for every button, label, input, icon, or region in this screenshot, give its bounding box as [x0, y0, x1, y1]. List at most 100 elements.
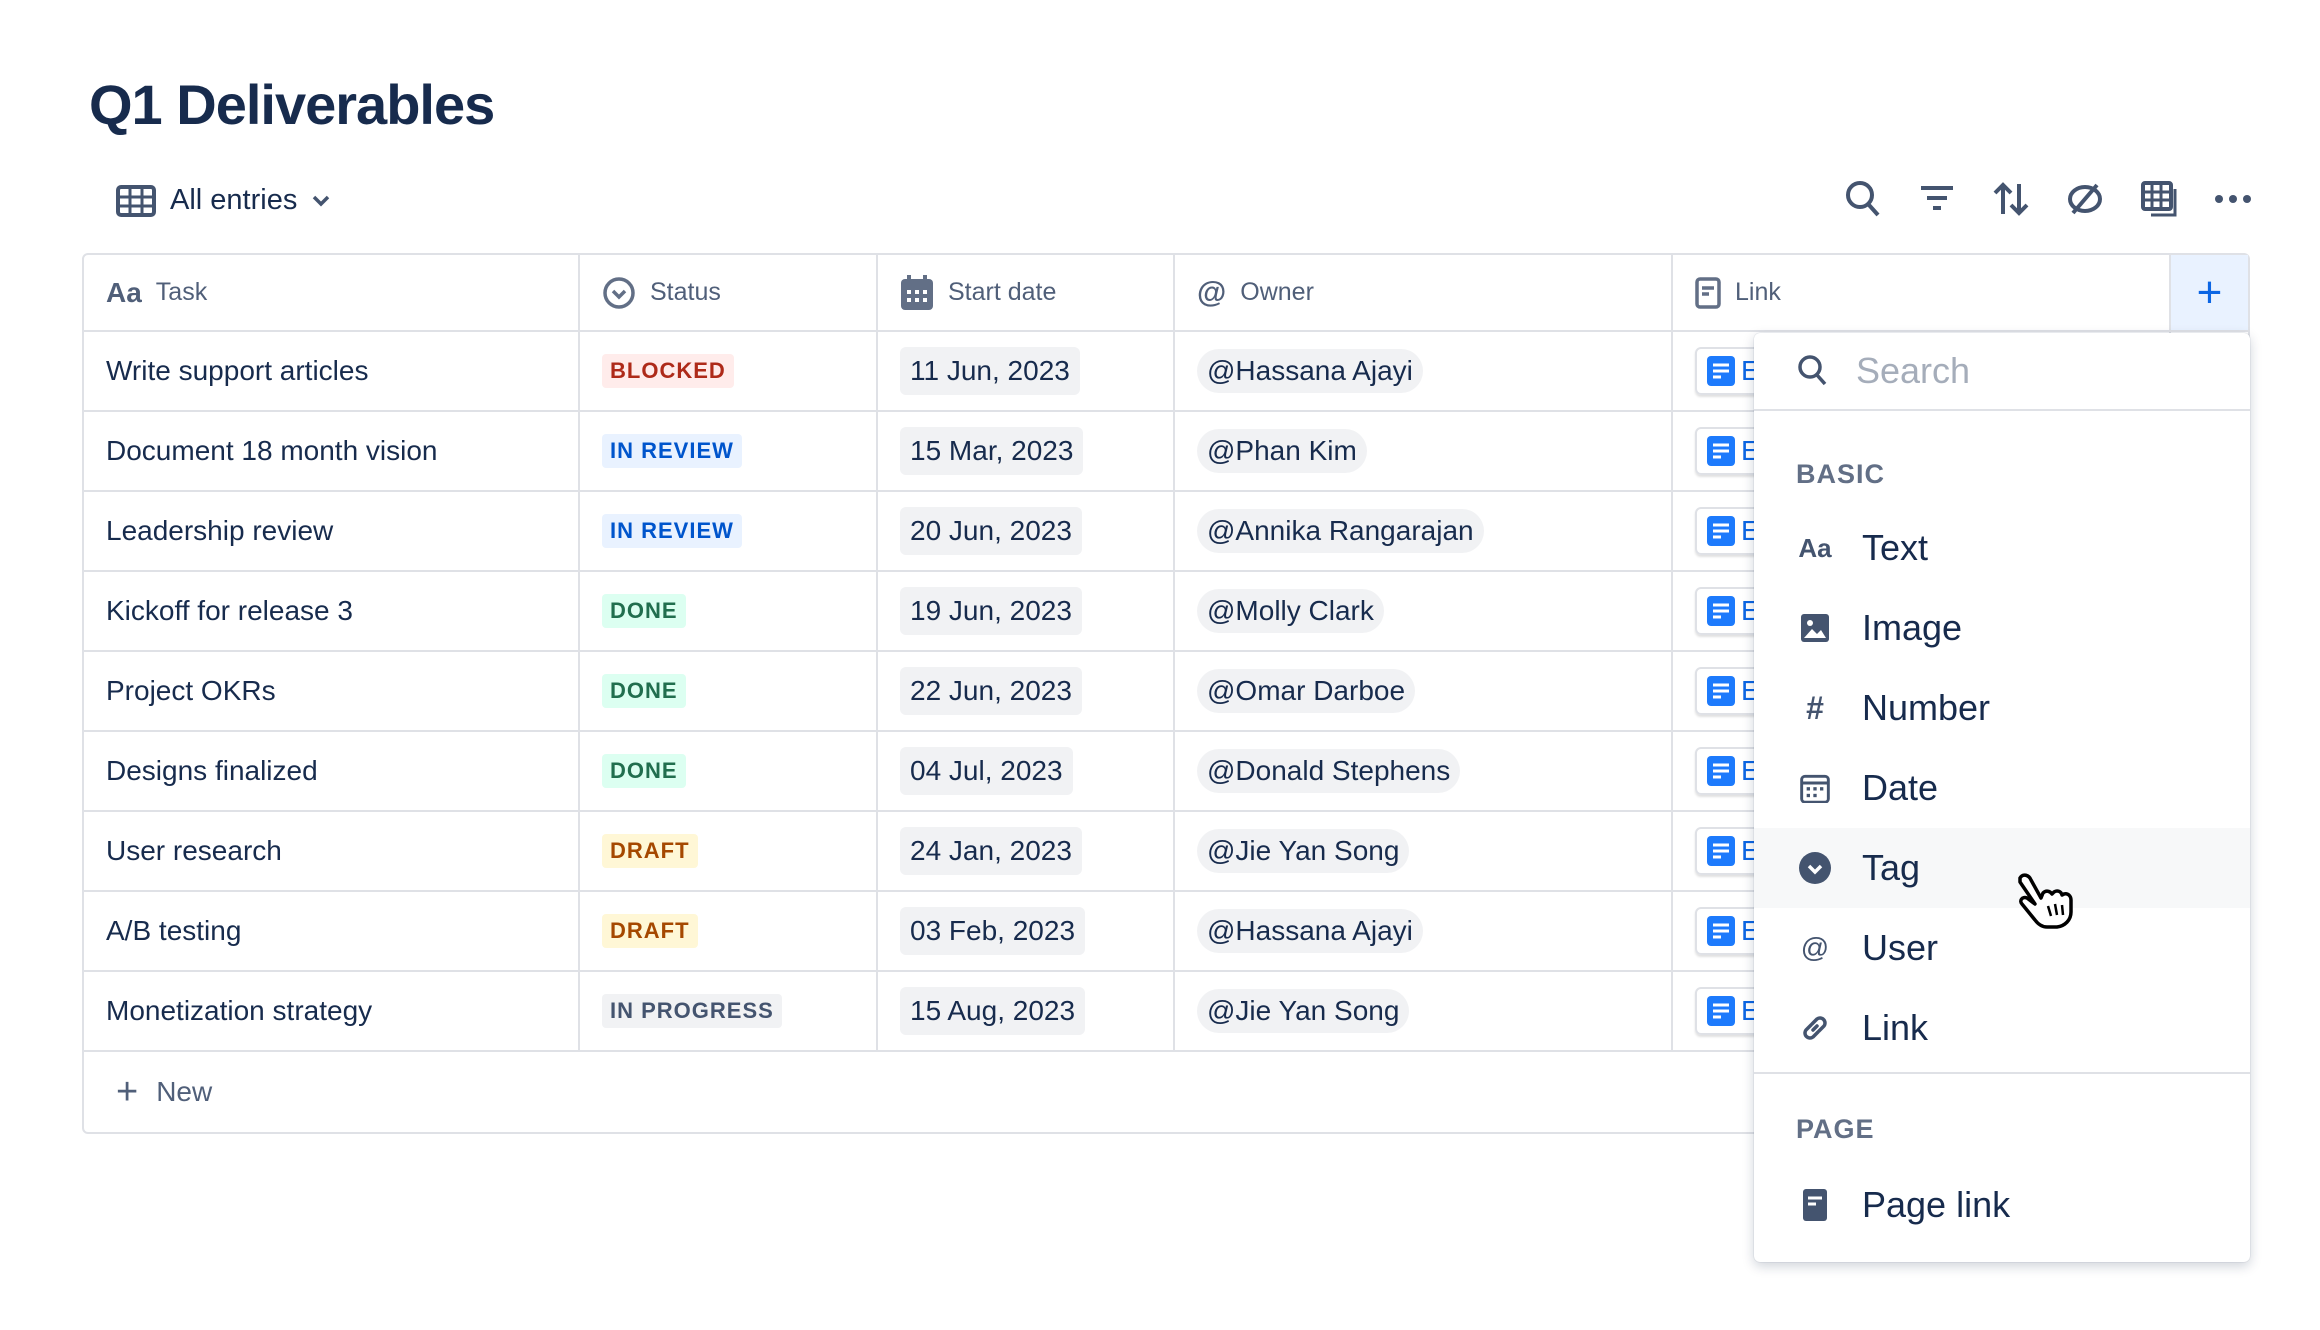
owner-mention[interactable]: @Hassana Ajayi — [1197, 909, 1423, 953]
status-cell[interactable]: DONE — [580, 732, 878, 810]
menu-search-input[interactable] — [1856, 350, 2216, 392]
task-cell[interactable]: Designs finalized — [84, 732, 580, 810]
date-cell[interactable]: 15 Mar, 2023 — [878, 412, 1175, 490]
status-badge: IN PROGRESS — [602, 994, 782, 1028]
date-cell[interactable]: 19 Jun, 2023 — [878, 572, 1175, 650]
task-name: Designs finalized — [106, 755, 318, 786]
page-icon — [1707, 596, 1735, 626]
view-label: All entries — [170, 184, 298, 216]
task-cell[interactable]: A/B testing — [84, 892, 580, 970]
task-cell[interactable]: Write support articles — [84, 332, 580, 410]
status-cell[interactable]: IN PROGRESS — [580, 972, 878, 1050]
status-cell[interactable]: DRAFT — [580, 892, 878, 970]
hide-fields-button[interactable] — [2066, 180, 2104, 218]
owner-cell[interactable]: @Annika Rangarajan — [1175, 492, 1673, 570]
start-date: 20 Jun, 2023 — [900, 507, 1082, 555]
column-header-status[interactable]: Status — [580, 255, 878, 330]
column-header-link[interactable]: Link — [1673, 255, 2171, 330]
status-cell[interactable]: DONE — [580, 572, 878, 650]
date-cell[interactable]: 15 Aug, 2023 — [878, 972, 1175, 1050]
task-cell[interactable]: Project OKRs — [84, 652, 580, 730]
table-row[interactable]: Leadership review IN REVIEW 20 Jun, 2023… — [84, 492, 2248, 572]
task-name: Write support articles — [106, 355, 369, 386]
owner-mention[interactable]: @Omar Darboe — [1197, 669, 1416, 713]
owner-cell[interactable]: @Phan Kim — [1175, 412, 1673, 490]
owner-mention[interactable]: @Donald Stephens — [1197, 749, 1461, 793]
new-row-button[interactable]: + New — [84, 1052, 2248, 1132]
menu-item-user[interactable]: @ User — [1754, 908, 2250, 988]
date-cell[interactable]: 04 Jul, 2023 — [878, 732, 1175, 810]
date-cell[interactable]: 03 Feb, 2023 — [878, 892, 1175, 970]
start-date: 15 Aug, 2023 — [900, 987, 1086, 1035]
menu-item-link[interactable]: Link — [1754, 988, 2250, 1068]
owner-cell[interactable]: @Molly Clark — [1175, 572, 1673, 650]
task-cell[interactable]: Document 18 month vision — [84, 412, 580, 490]
owner-cell[interactable]: @Hassana Ajayi — [1175, 332, 1673, 410]
view-selector[interactable]: All entries — [116, 184, 331, 217]
date-cell[interactable]: 20 Jun, 2023 — [878, 492, 1175, 570]
image-type-icon — [1798, 614, 1832, 642]
date-cell[interactable]: 22 Jun, 2023 — [878, 652, 1175, 730]
owner-cell[interactable]: @Jie Yan Song — [1175, 972, 1673, 1050]
status-badge: DONE — [602, 754, 686, 788]
start-date: 19 Jun, 2023 — [900, 587, 1082, 635]
menu-item-page-link[interactable]: Page link — [1754, 1165, 2250, 1245]
date-type-icon — [1798, 773, 1832, 803]
menu-item-tag[interactable]: Tag — [1754, 828, 2250, 908]
date-cell[interactable]: 24 Jan, 2023 — [878, 812, 1175, 890]
task-cell[interactable]: User research — [84, 812, 580, 890]
date-cell[interactable]: 11 Jun, 2023 — [878, 332, 1175, 410]
page-title: Q1 Deliverables — [89, 73, 495, 136]
status-cell[interactable]: DONE — [580, 652, 878, 730]
owner-cell[interactable]: @Omar Darboe — [1175, 652, 1673, 730]
owner-mention[interactable]: @Annika Rangarajan — [1197, 509, 1484, 553]
column-header-owner[interactable]: @ Owner — [1175, 255, 1673, 330]
new-label: New — [156, 1076, 213, 1107]
layout-button[interactable] — [2140, 180, 2178, 218]
owner-cell[interactable]: @Hassana Ajayi — [1175, 892, 1673, 970]
owner-mention[interactable]: @Molly Clark — [1197, 589, 1384, 633]
table-row[interactable]: Designs finalized DONE 04 Jul, 2023 @Don… — [84, 732, 2248, 812]
page-link-chip[interactable]: E — [1695, 747, 1772, 795]
search-button[interactable] — [1844, 180, 1882, 218]
table-row[interactable]: Kickoff for release 3 DONE 19 Jun, 2023 … — [84, 572, 2248, 652]
status-badge: BLOCKED — [602, 354, 734, 388]
menu-item-text[interactable]: Aa Text — [1754, 508, 2250, 588]
owner-cell[interactable]: @Jie Yan Song — [1175, 812, 1673, 890]
owner-cell[interactable]: @Donald Stephens — [1175, 732, 1673, 810]
table-row[interactable]: User research DRAFT 24 Jan, 2023 @Jie Ya… — [84, 812, 2248, 892]
more-button[interactable] — [2214, 180, 2252, 218]
column-header-task[interactable]: Aa Task — [84, 255, 580, 330]
table-row[interactable]: Document 18 month vision IN REVIEW 15 Ma… — [84, 412, 2248, 492]
owner-mention[interactable]: @Hassana Ajayi — [1197, 349, 1423, 393]
menu-item-label: Number — [1862, 687, 1991, 728]
start-date: 22 Jun, 2023 — [900, 667, 1082, 715]
status-cell[interactable]: IN REVIEW — [580, 412, 878, 490]
add-column-button[interactable]: + — [2171, 255, 2248, 330]
sort-button[interactable] — [1992, 180, 2030, 218]
table-row[interactable]: Project OKRs DONE 22 Jun, 2023 @Omar Dar… — [84, 652, 2248, 732]
column-header-start-date[interactable]: Start date — [878, 255, 1175, 330]
status-badge: DONE — [602, 594, 686, 628]
at-icon: @ — [1197, 275, 1227, 309]
owner-mention[interactable]: @Jie Yan Song — [1197, 829, 1410, 873]
owner-mention[interactable]: @Phan Kim — [1197, 429, 1367, 473]
table-row[interactable]: Write support articles BLOCKED 11 Jun, 2… — [84, 332, 2248, 412]
status-cell[interactable]: IN REVIEW — [580, 492, 878, 570]
filter-button[interactable] — [1918, 180, 1956, 218]
task-cell[interactable]: Leadership review — [84, 492, 580, 570]
status-cell[interactable]: DRAFT — [580, 812, 878, 890]
menu-item-number[interactable]: # Number — [1754, 668, 2250, 748]
status-cell[interactable]: BLOCKED — [580, 332, 878, 410]
start-date: 04 Jul, 2023 — [900, 747, 1073, 795]
text-type-icon: Aa — [1798, 532, 1832, 563]
page-link-chip[interactable]: E — [1695, 587, 1772, 635]
menu-item-image[interactable]: Image — [1754, 588, 2250, 668]
menu-search — [1754, 333, 2250, 411]
task-cell[interactable]: Monetization strategy — [84, 972, 580, 1050]
task-cell[interactable]: Kickoff for release 3 — [84, 572, 580, 650]
owner-mention[interactable]: @Jie Yan Song — [1197, 989, 1410, 1033]
column-label: Task — [155, 278, 208, 306]
menu-item-date[interactable]: Date — [1754, 748, 2250, 828]
calendar-icon — [901, 274, 933, 310]
